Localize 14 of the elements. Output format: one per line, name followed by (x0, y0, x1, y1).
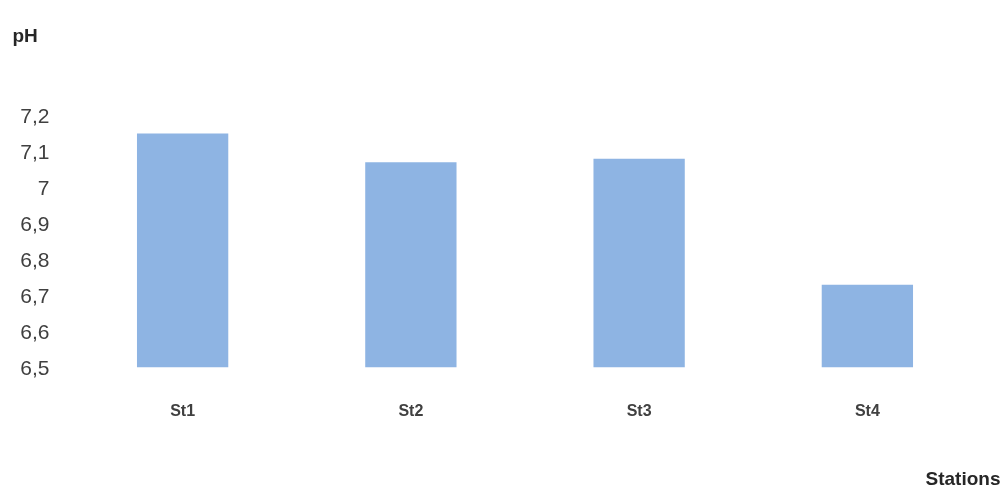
y-tick-label: 6,6 (20, 319, 50, 343)
x-axis-title: Stations (925, 468, 1001, 489)
x-tick-label: St2 (398, 401, 424, 419)
y-tick-label: 6,9 (20, 211, 50, 235)
y-tick-label: 7,2 (20, 103, 50, 127)
x-tick-label: St1 (170, 401, 196, 419)
y-tick-label: 7 (37, 175, 50, 199)
y-axis-title: pH (12, 24, 38, 46)
x-tick-label: St4 (854, 401, 880, 419)
y-tick-label: 6,5 (20, 355, 50, 379)
y-tick-label: 6,8 (20, 247, 50, 271)
y-tick-label: 6,7 (20, 283, 50, 307)
x-tick-label: St3 (626, 401, 652, 419)
y-tick-label: 7,1 (20, 139, 50, 163)
